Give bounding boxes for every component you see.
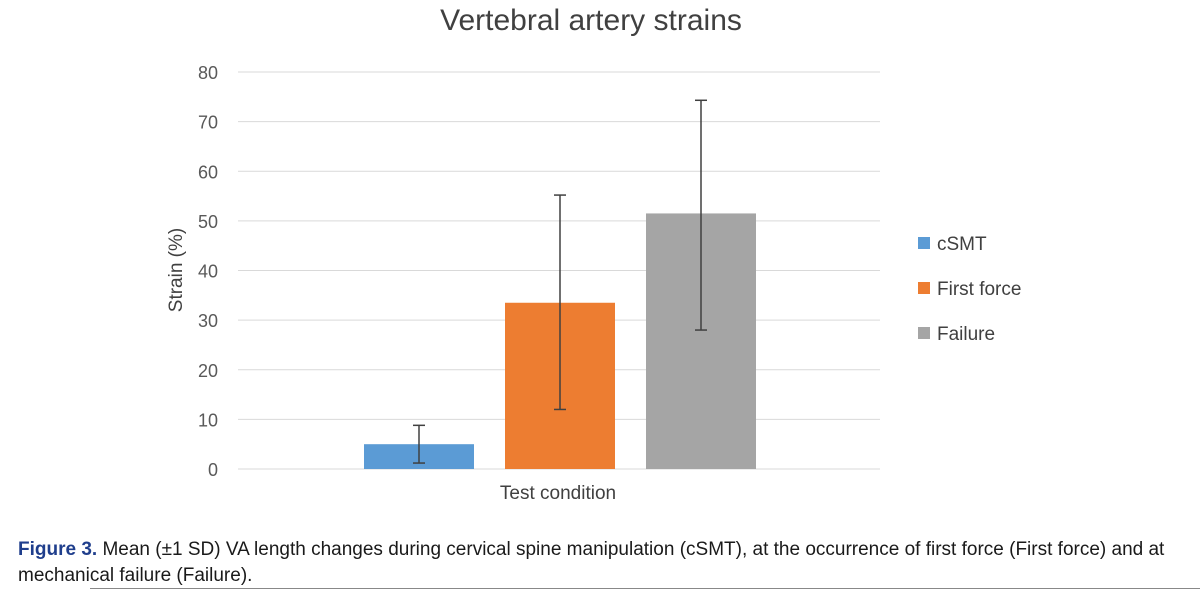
y-axis-label: Strain (%) xyxy=(166,228,187,312)
chart-title: Vertebral artery strains xyxy=(440,4,742,37)
legend-label: First force xyxy=(937,279,1021,300)
bottom-divider xyxy=(90,588,1200,589)
legend-swatch xyxy=(918,237,930,249)
y-tick-label: 50 xyxy=(198,212,218,232)
figure-caption-text: Mean (±1 SD) VA length changes during ce… xyxy=(18,539,1165,586)
chart: Vertebral artery strains Strain (%) Test… xyxy=(166,4,1021,504)
y-tick-label: 70 xyxy=(198,113,218,133)
figure-caption-label: Figure 3. xyxy=(18,539,98,560)
y-tick-label: 40 xyxy=(198,262,218,282)
y-tick-label: 60 xyxy=(198,162,218,182)
legend-swatch xyxy=(918,282,930,294)
legend-label: Failure xyxy=(937,324,995,345)
y-tick-label: 20 xyxy=(198,361,218,381)
legend-label: cSMT xyxy=(937,234,987,255)
x-axis-label: Test condition xyxy=(500,483,616,504)
y-tick-label: 30 xyxy=(198,311,218,331)
figure-caption: Figure 3. Mean (±1 SD) VA length changes… xyxy=(18,537,1188,589)
legend-swatch xyxy=(918,327,930,339)
y-tick-label: 10 xyxy=(198,410,218,430)
y-tick-label: 80 xyxy=(198,63,218,83)
y-tick-label: 0 xyxy=(208,460,218,480)
